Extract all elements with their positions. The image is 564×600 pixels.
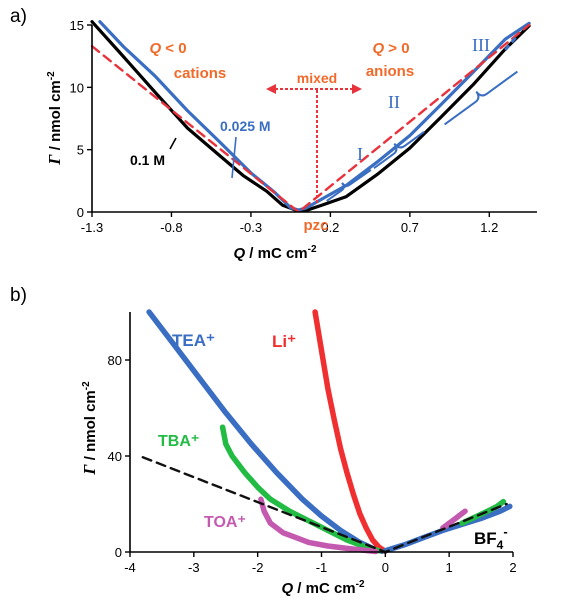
conc-0025-pointer bbox=[231, 136, 237, 179]
y-tick-label: 15 bbox=[70, 18, 84, 33]
q-negative-label: Q < 0 bbox=[149, 40, 186, 57]
region-1-brace bbox=[326, 169, 372, 202]
y-tick-label: 5 bbox=[77, 143, 84, 158]
x-tick-label: -1.3 bbox=[81, 220, 103, 235]
x-tick-label: 1.2 bbox=[480, 220, 498, 235]
panel-a-blue-dash-line bbox=[504, 34, 520, 51]
panel-a-y-axis-title: Γ / nmol cm-2 bbox=[45, 71, 64, 166]
x-tick-label: 2 bbox=[509, 560, 516, 575]
x-tick-label: 0 bbox=[382, 560, 389, 575]
panel-b-plot bbox=[141, 309, 513, 555]
panel-b-x-axis-title: Q / mC cm-2 bbox=[281, 579, 365, 597]
mixed-label: mixed bbox=[297, 70, 337, 86]
series-line-1-1 bbox=[312, 309, 389, 555]
x-tick-label: 1 bbox=[446, 560, 453, 575]
pzc-label: pzc bbox=[303, 217, 328, 234]
x-tick-label: -0.8 bbox=[160, 220, 182, 235]
region-3-brace bbox=[444, 70, 518, 126]
panel-a-y-ticks: 0 5 10 15 bbox=[70, 18, 92, 220]
bf4-label: BF4- bbox=[474, 524, 508, 552]
x-tick-label: 0.7 bbox=[401, 220, 419, 235]
mixed-arrow-right-head bbox=[352, 84, 362, 94]
y-tick-label: 0 bbox=[77, 205, 84, 220]
region-1-label: I bbox=[357, 144, 363, 164]
x-tick-label: -3 bbox=[188, 560, 200, 575]
x-tick-label: -0.3 bbox=[240, 220, 262, 235]
x-tick-label: -2 bbox=[252, 560, 264, 575]
y-tick-label: 40 bbox=[108, 449, 122, 464]
conc-0025-label: 0.025 M bbox=[220, 118, 271, 134]
region-2-label: II bbox=[388, 92, 400, 112]
cations-label: cations bbox=[174, 65, 227, 82]
region-2-brace bbox=[373, 130, 425, 170]
anions-label: anions bbox=[366, 63, 414, 80]
toa-label: TOA⁺ bbox=[204, 514, 246, 531]
q-positive-label: Q > 0 bbox=[372, 40, 409, 57]
y-tick-label: 10 bbox=[70, 80, 84, 95]
panel-a-x-axis-title: Q / mC cm-2 bbox=[233, 244, 317, 262]
region-3-label: III bbox=[472, 35, 490, 55]
panel-b-y-ticks: 0 40 80 bbox=[108, 353, 130, 560]
panel-b-x-ticks: -4 -3 -2 -1 0 1 2 bbox=[124, 552, 517, 575]
panel-a: a) -1.3 -0.8 -0.3 0.2 0.7 1.2 0 5 10 15 Q / mC c… bbox=[10, 6, 537, 262]
tea-label: TEA⁺ bbox=[172, 331, 215, 350]
panel-b: b) -4 -3 -2 -1 0 1 2 0 40 80 Q / mC cm-2 Γ / nmo… bbox=[10, 285, 517, 597]
x-tick-label: 0.2 bbox=[321, 220, 339, 235]
x-tick-label: -4 bbox=[124, 560, 136, 575]
y-tick-label: 80 bbox=[108, 353, 122, 368]
x-tick-label: -1 bbox=[316, 560, 328, 575]
mixed-arrow-left-head bbox=[266, 84, 276, 94]
conc-01-pointer bbox=[169, 137, 177, 150]
series-line-1-7 bbox=[141, 456, 508, 554]
li-label: Li⁺ bbox=[272, 332, 296, 351]
panel-a-x-ticks: -1.3 -0.8 -0.3 0.2 0.7 1.2 bbox=[81, 212, 498, 235]
panel-b-y-axis-title: Γ / nmol cm-2 bbox=[80, 381, 99, 476]
conc-01-label: 0.1 M bbox=[130, 152, 165, 168]
series-line-1-6 bbox=[440, 508, 468, 531]
series-line-1-2 bbox=[219, 424, 382, 554]
tba-label: TBA⁺ bbox=[158, 433, 199, 450]
series-line-1-3 bbox=[258, 496, 379, 555]
panel-b-label: b) bbox=[10, 285, 27, 306]
y-tick-label: 0 bbox=[115, 545, 122, 560]
panel-a-label: a) bbox=[10, 6, 27, 27]
